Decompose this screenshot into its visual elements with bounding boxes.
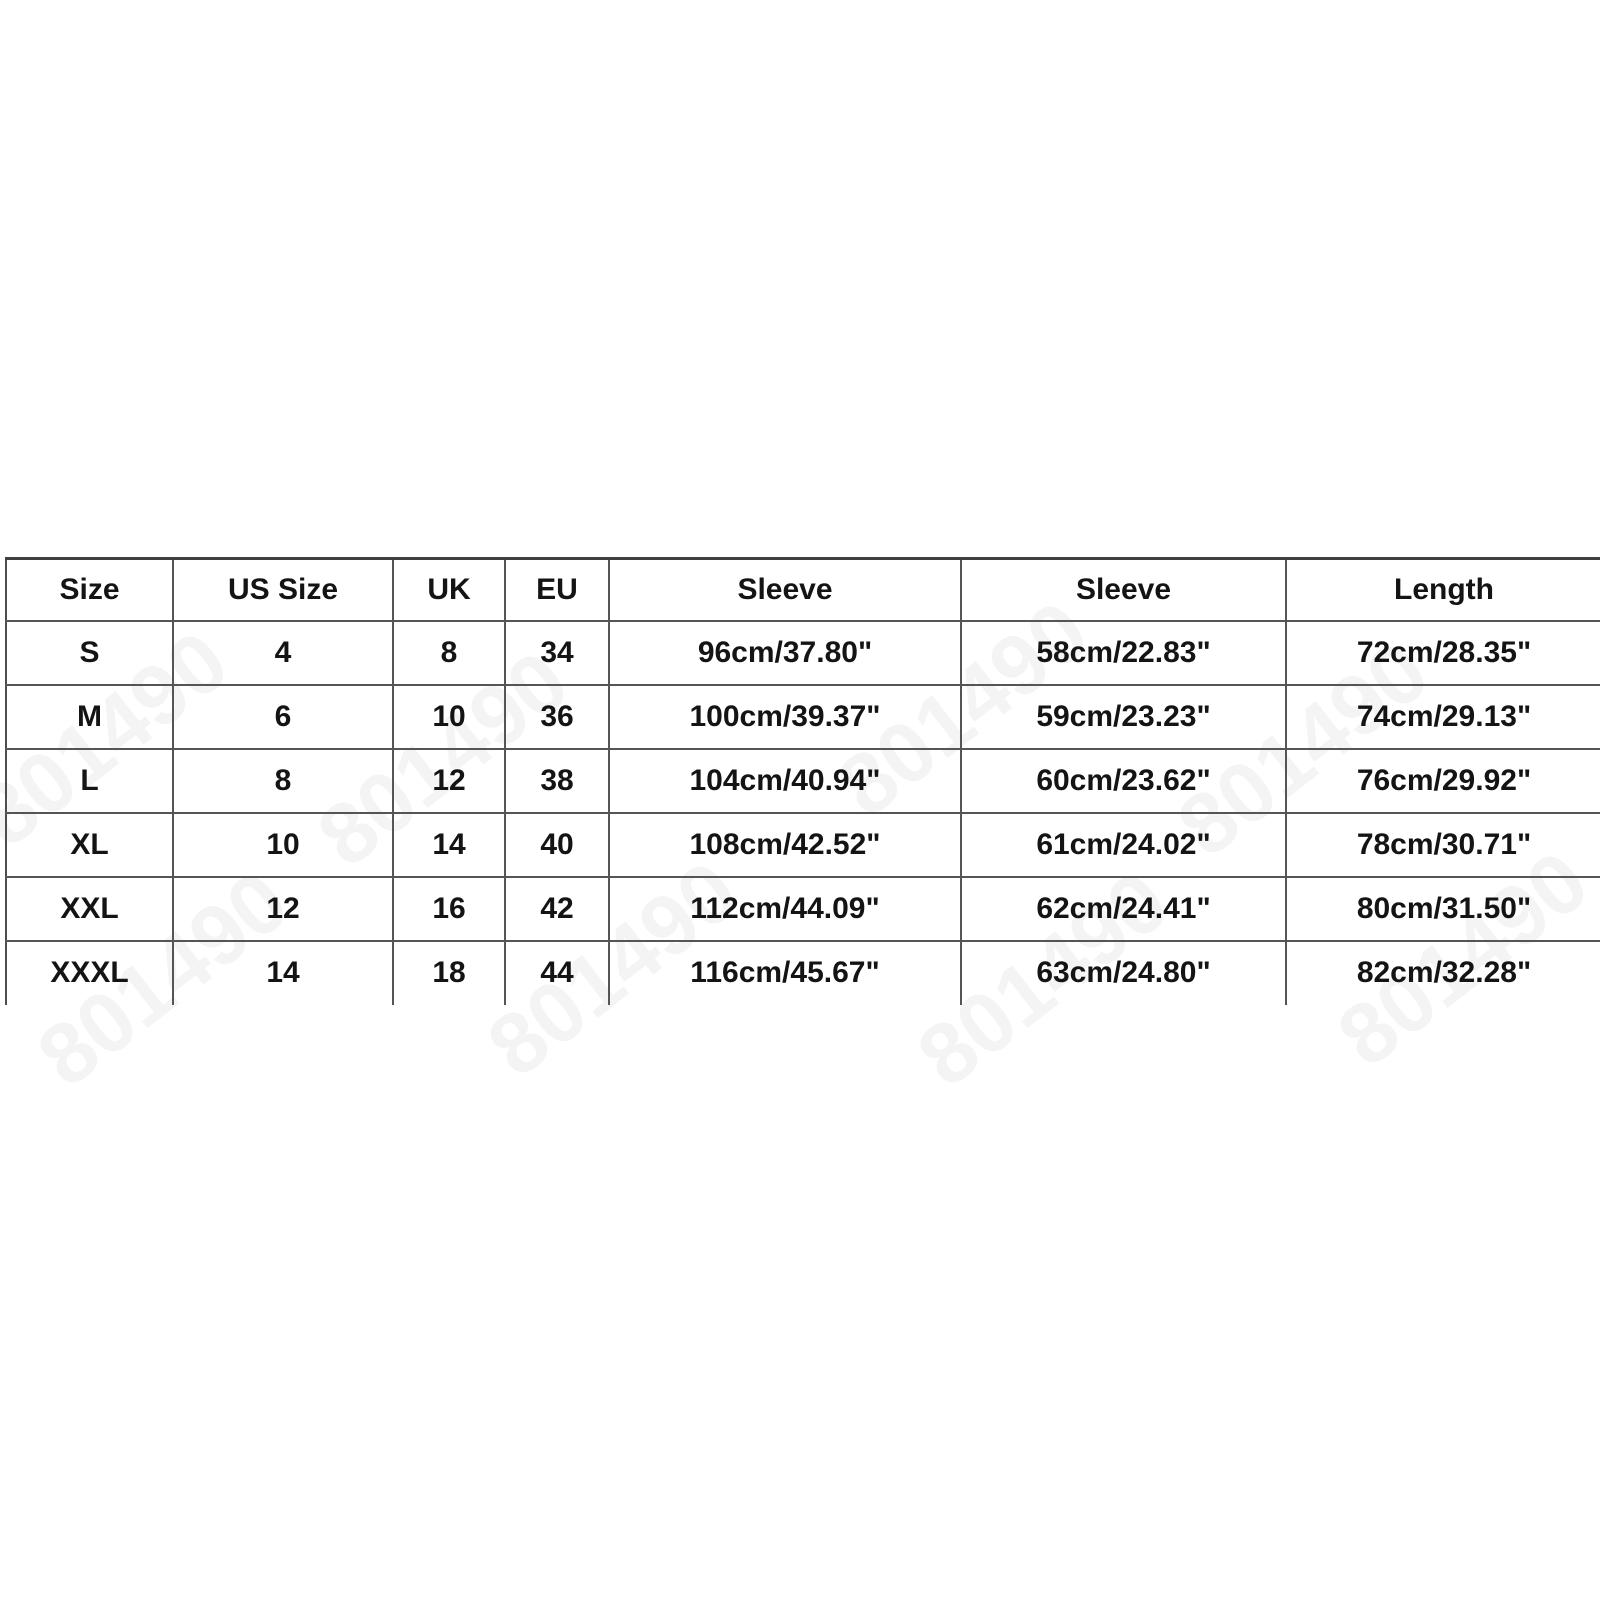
table-cell: XL: [6, 812, 174, 878]
table-cell: 61cm/24.02": [961, 812, 1287, 878]
table-cell: XXXL: [6, 940, 174, 1005]
table-cell: XXL: [6, 876, 174, 942]
header-cell-eu: EU: [505, 558, 610, 622]
table-cell: 14: [393, 812, 506, 878]
table-cell: 44: [505, 940, 610, 1005]
table-cell: 8: [393, 620, 506, 686]
table-cell: 36: [505, 684, 610, 750]
table-cell: 18: [393, 940, 506, 1005]
table-cell: M: [6, 684, 174, 750]
table-row-m: M 6 10 36 100cm/39.37" 59cm/23.23" 74cm/…: [6, 684, 1600, 750]
table-cell: 6: [173, 684, 394, 750]
table-cell: 112cm/44.09": [609, 876, 962, 942]
table-cell: 38: [505, 748, 610, 814]
size-chart-table: Size US Size UK EU Sleeve Sleeve Length …: [5, 557, 1600, 1005]
table-cell: 96cm/37.80": [609, 620, 962, 686]
table-cell: 76cm/29.92": [1286, 748, 1600, 814]
table-cell: 74cm/29.13": [1286, 684, 1600, 750]
table-cell: L: [6, 748, 174, 814]
table-cell: 59cm/23.23": [961, 684, 1287, 750]
table-cell: 12: [393, 748, 506, 814]
table-cell: 12: [173, 876, 394, 942]
table-cell: 4: [173, 620, 394, 686]
table-row-xxl: XXL 12 16 42 112cm/44.09" 62cm/24.41" 80…: [6, 876, 1600, 942]
table-cell: 82cm/32.28": [1356, 956, 1532, 989]
table-row-xl: XL 10 14 40 108cm/42.52" 61cm/24.02" 78c…: [6, 812, 1600, 878]
table-row-s: S 4 8 34 96cm/37.80" 58cm/22.83" 72cm/28…: [6, 620, 1600, 686]
table-cell: 10: [393, 684, 506, 750]
header-cell-sleeve-1: Sleeve: [609, 558, 962, 622]
table-cell: 60cm/23.62": [961, 748, 1287, 814]
header-cell-sleeve-2: Sleeve: [961, 558, 1287, 622]
table-cell: 62cm/24.41": [961, 876, 1287, 942]
table-cell: S: [6, 620, 174, 686]
header-cell-length: Length: [1286, 558, 1600, 622]
table-cell: 104cm/40.94": [609, 748, 962, 814]
table-cell: 34: [505, 620, 610, 686]
table-row-l: L 8 12 38 104cm/40.94" 60cm/23.62" 76cm/…: [6, 748, 1600, 814]
table-cell: 58cm/22.83": [961, 620, 1287, 686]
table-cell: 14: [173, 940, 394, 1005]
table-cell: 72cm/28.35": [1286, 620, 1600, 686]
header-cell-uk: UK: [393, 558, 506, 622]
table-cell: 10: [173, 812, 394, 878]
table-cell: 42: [505, 876, 610, 942]
table-row-xxxl: XXXL 14 18 44 116cm/45.67" 63cm/24.80" 8…: [6, 940, 1600, 1005]
table-cell: 80cm/31.50": [1286, 876, 1600, 942]
table-cell: 100cm/39.37": [609, 684, 962, 750]
header-row: Size US Size UK EU Sleeve Sleeve Length: [6, 558, 1600, 622]
header-cell-size: Size: [6, 558, 174, 622]
header-cell-us-size: US Size: [173, 558, 394, 622]
table-cell: 63cm/24.80": [961, 940, 1287, 1005]
table-cell: 8: [173, 748, 394, 814]
table-cell: 108cm/42.52": [609, 812, 962, 878]
table-cell: 78cm/30.71": [1286, 812, 1600, 878]
table-cell: 16: [393, 876, 506, 942]
table-cell: 116cm/45.67": [609, 940, 962, 1005]
table-cell: 40: [505, 812, 610, 878]
